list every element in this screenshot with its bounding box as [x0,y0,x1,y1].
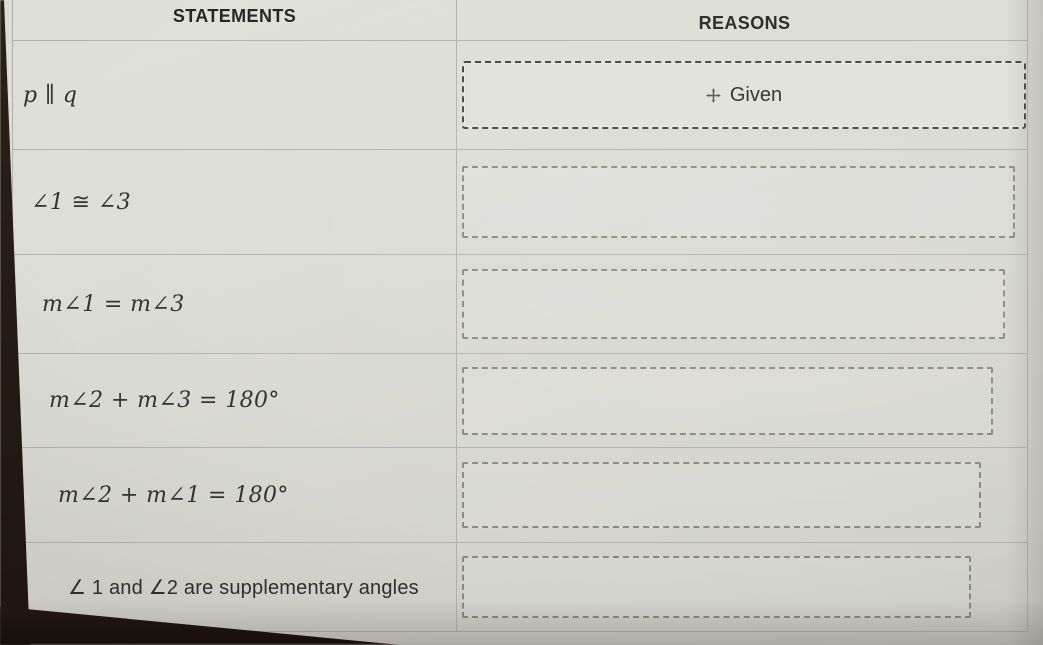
statements-column-header: STATEMENTS [172,6,297,26]
reason-answer-chip[interactable]: Given [462,61,1026,129]
statement-text: ∠ 1 and ∠2 are supplementary angles [68,576,419,599]
reason-dropzone[interactable] [462,366,993,435]
reason-cell [456,448,1027,542]
reason-label: Given [729,83,783,106]
reason-dropzone[interactable] [462,556,971,618]
table-row: m∠2 + m∠3 = 180° [13,354,1027,448]
table-row: m∠2 + m∠1 = 180° [13,448,1027,543]
move-icon [706,88,721,102]
reasons-column-header: REASONS [456,0,1027,40]
statement-text: m∠2 + m∠3 = 180° [49,388,280,413]
table-row: p ∥ q Given [13,41,1027,150]
statement-text: ∠1 ≅ ∠3 [31,189,132,215]
reason-dropzone[interactable] [462,166,1015,238]
reason-dropzone[interactable] [462,462,981,528]
table-row: m∠1 = m∠3 [13,255,1027,354]
proof-table: STATEMENTS REASONS p ∥ q Given ∠1 ≅ ∠3 [12,0,1028,632]
reason-cell [456,255,1027,353]
reason-cell [456,543,1027,631]
statement-text: p ∥ q [23,82,78,108]
reason-cell [456,150,1027,254]
reason-cell [456,354,1027,447]
reason-cell: Given [456,41,1027,149]
table-row: ∠ 1 and ∠2 are supplementary angles [13,543,1027,632]
statement-text: m∠1 = m∠3 [42,291,185,317]
table-row: ∠1 ≅ ∠3 [13,150,1027,255]
statement-text: m∠2 + m∠1 = 180° [58,482,289,508]
table-header-row: STATEMENTS REASONS [13,0,1027,41]
reason-dropzone[interactable] [462,269,1005,339]
